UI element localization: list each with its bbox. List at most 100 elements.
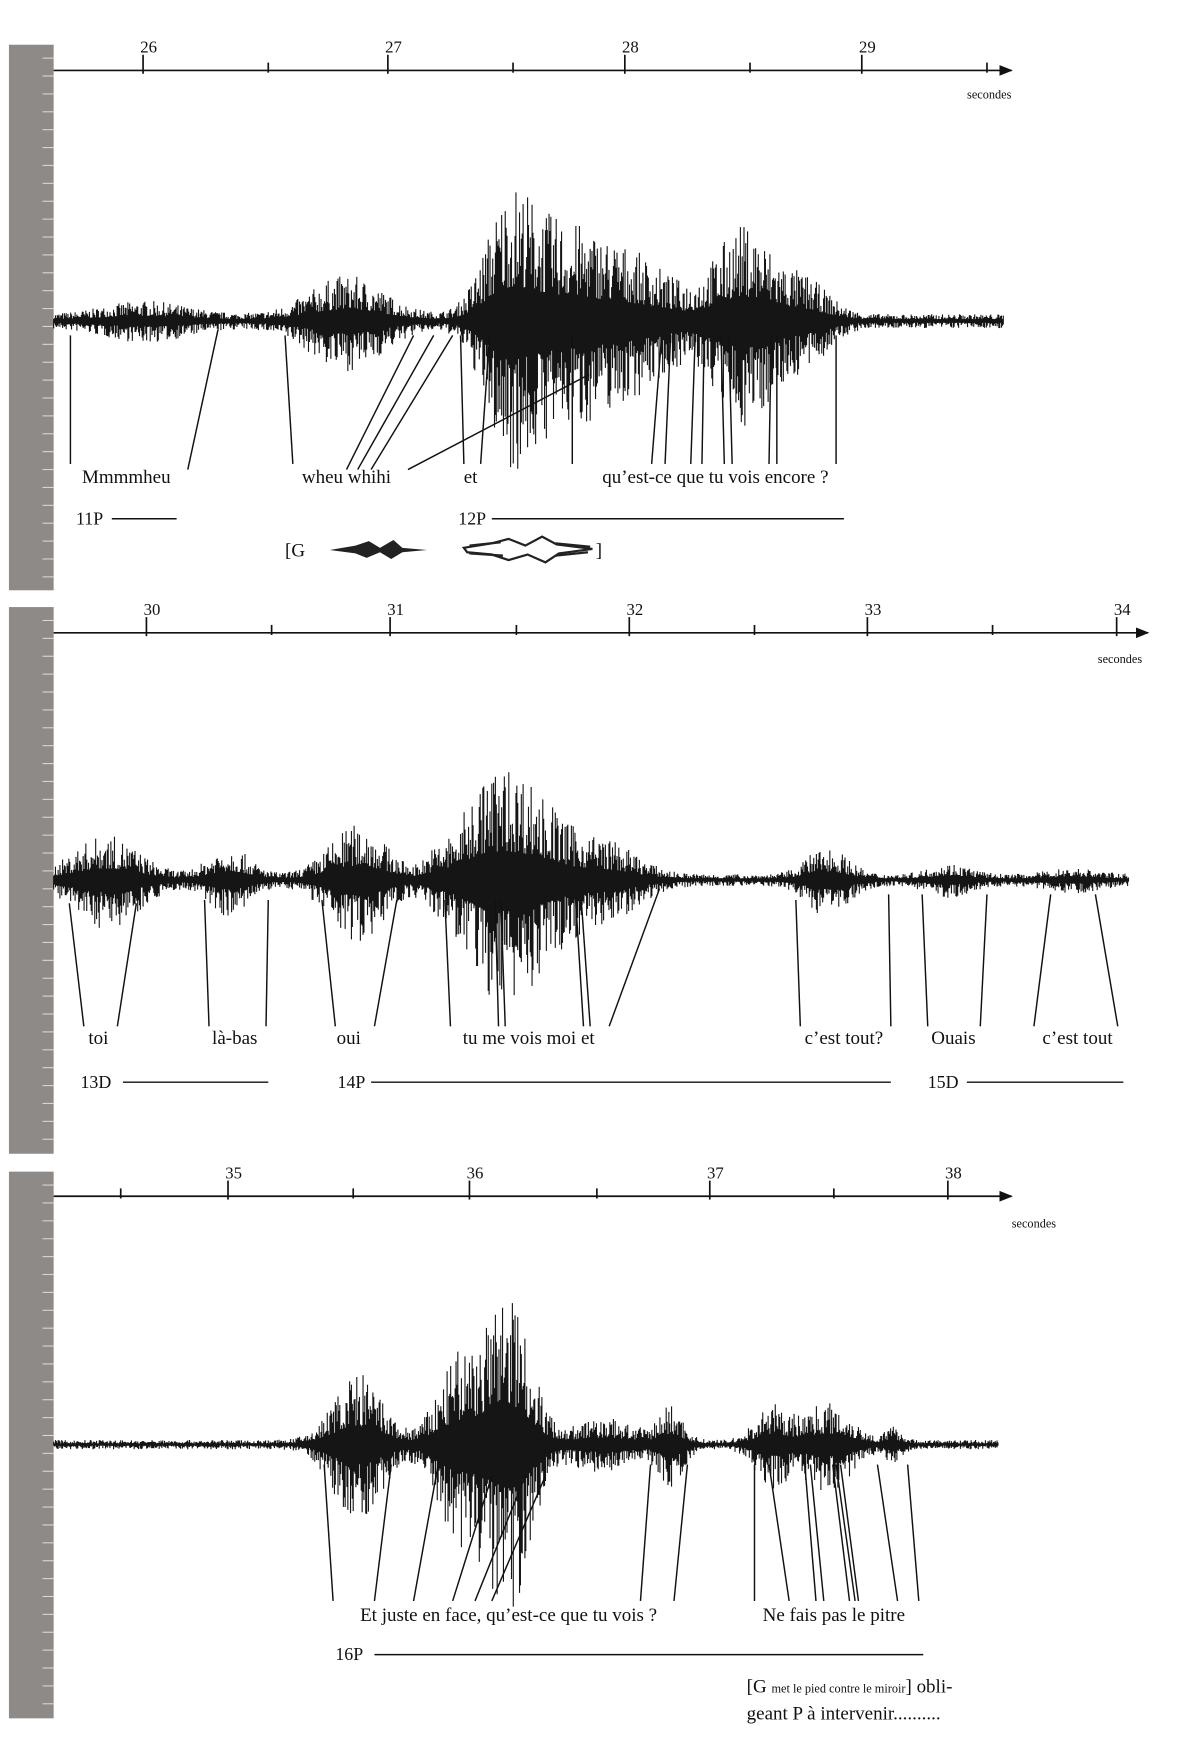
pointer-line xyxy=(373,1464,392,1602)
pointer-line xyxy=(580,899,591,1027)
pointer-line xyxy=(876,1464,899,1602)
word: toi xyxy=(88,1028,108,1049)
word: là-bas xyxy=(212,1028,257,1049)
pointer-line xyxy=(979,894,988,1027)
word: c’est tout xyxy=(1042,1028,1113,1049)
level-strip xyxy=(8,44,54,591)
tick-label: 34 xyxy=(1114,600,1131,619)
pointer-line xyxy=(574,899,585,1027)
note-small: met le pied contre le miroir xyxy=(771,1682,905,1696)
turn-label: 13D xyxy=(80,1072,111,1092)
gesture-glyph xyxy=(329,539,427,559)
pointer-line xyxy=(809,1464,825,1602)
tick-label: 30 xyxy=(144,600,161,619)
word: Et juste en face, qu’est-ce que tu vois … xyxy=(360,1605,657,1626)
pointer-line xyxy=(345,335,415,470)
pointer-line xyxy=(804,1464,817,1602)
pointer-line xyxy=(1094,894,1119,1027)
pointer-line xyxy=(639,1464,652,1602)
pointer-line xyxy=(768,335,772,464)
pointer-line xyxy=(116,903,138,1027)
pointer-line xyxy=(373,899,398,1027)
tick-label: 38 xyxy=(945,1163,962,1182)
word: tu me vois moi et xyxy=(463,1028,596,1049)
turn-label: 14P xyxy=(338,1072,366,1092)
pointer-line xyxy=(673,1464,689,1602)
pointer-line xyxy=(265,899,269,1027)
pointer-line xyxy=(839,1464,860,1602)
tick-label: 31 xyxy=(387,600,404,619)
word: qu’est-ce que tu vois encore ? xyxy=(602,467,828,488)
pointer-line xyxy=(357,335,435,470)
gesture-open: [G xyxy=(285,541,305,562)
word: oui xyxy=(337,1028,361,1049)
word: et xyxy=(464,467,478,488)
word: Mmmmheu xyxy=(82,467,171,488)
pointer-line xyxy=(832,1464,851,1602)
pointer-line xyxy=(795,899,802,1027)
unit-label: secondes xyxy=(1012,1217,1057,1231)
tick-label: 26 xyxy=(140,38,157,57)
pointer-line xyxy=(459,335,465,464)
level-strip xyxy=(8,1171,54,1719)
pointer-line xyxy=(370,335,454,470)
pointer-line xyxy=(412,1464,439,1602)
word: Ouais xyxy=(931,1028,975,1049)
tick-label: 33 xyxy=(865,600,882,619)
pointer-line xyxy=(284,335,294,465)
note-bracket: ] obli- xyxy=(905,1677,952,1698)
turn-label: 15D xyxy=(928,1072,959,1092)
turn-label: 11P xyxy=(76,508,103,528)
waveform xyxy=(53,192,1004,469)
pointer-line xyxy=(608,888,661,1027)
word: wheu whihi xyxy=(302,467,391,488)
word: c’est tout? xyxy=(805,1028,884,1049)
pointer-line xyxy=(887,894,892,1027)
pointer-line xyxy=(768,1464,790,1602)
level-strip xyxy=(8,607,54,1154)
pointer-line xyxy=(664,335,672,464)
pointer-line xyxy=(491,1475,547,1602)
pointer-line xyxy=(451,1475,493,1602)
note-bracket: [G xyxy=(747,1677,767,1698)
waveform xyxy=(53,772,1130,996)
pointer-line xyxy=(650,335,663,465)
gesture-glyph xyxy=(469,541,591,557)
pointer-line xyxy=(728,335,733,464)
pointer-line xyxy=(701,335,705,464)
tick-label: 37 xyxy=(707,1163,724,1182)
pointer-line xyxy=(921,894,929,1027)
unit-label: secondes xyxy=(1098,652,1143,666)
pointer-line xyxy=(444,899,452,1027)
pointer-line xyxy=(474,1475,527,1602)
tick-label: 36 xyxy=(467,1163,484,1182)
note: geant P à intervenir.......... xyxy=(747,1703,941,1724)
note: [G met le pied contre le miroir] obli- xyxy=(747,1677,953,1698)
tick-label: 28 xyxy=(622,38,639,57)
pointer-line xyxy=(321,899,337,1027)
pointer-line xyxy=(323,1464,334,1602)
pointer-line xyxy=(68,903,85,1027)
pointer-line xyxy=(835,1464,856,1602)
unit-label: secondes xyxy=(967,87,1012,101)
pointer-line xyxy=(407,373,590,471)
waveform xyxy=(53,1303,999,1607)
pointer-line xyxy=(690,335,696,464)
pointer-line xyxy=(187,329,219,470)
gesture-glyph xyxy=(461,535,593,564)
pointer-line xyxy=(479,335,491,465)
pointer-line xyxy=(203,899,210,1027)
tick-label: 35 xyxy=(225,1163,242,1182)
pointer-line xyxy=(500,899,506,1027)
turn-label: 16P xyxy=(335,1644,363,1664)
tick-label: 27 xyxy=(385,38,402,57)
word: Ne fais pas le pitre xyxy=(763,1605,905,1626)
pointer-line xyxy=(906,1464,920,1602)
tick-label: 29 xyxy=(859,38,876,57)
turn-label: 12P xyxy=(458,508,486,528)
pointer-line xyxy=(494,899,500,1027)
gesture-close: ] xyxy=(596,541,602,562)
pointer-line xyxy=(1033,894,1052,1027)
